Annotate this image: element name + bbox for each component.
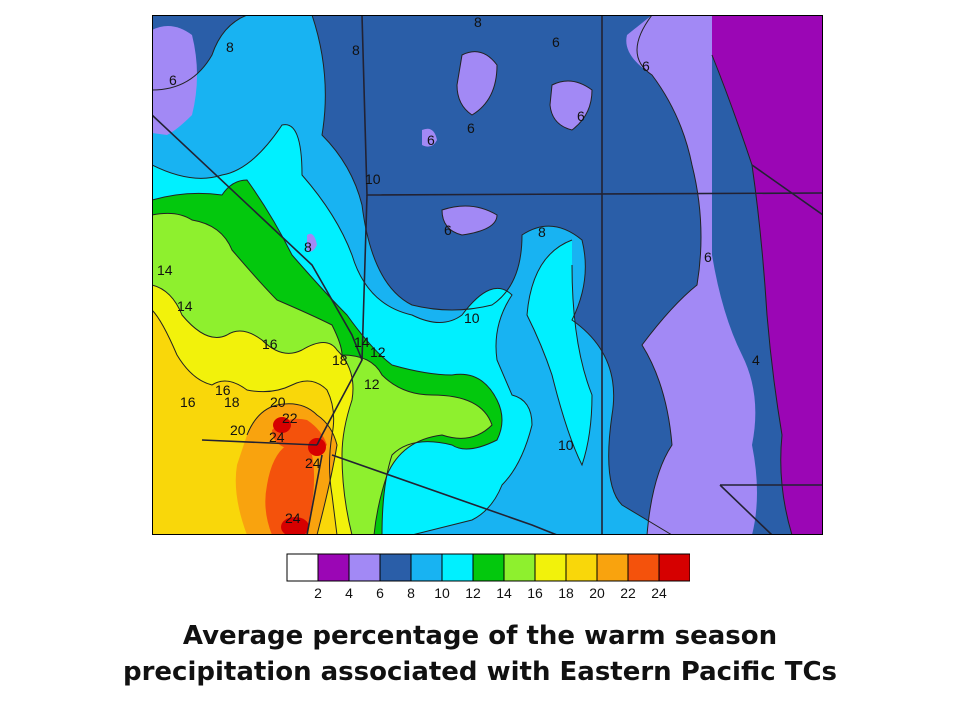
legend-swatch: [534, 553, 567, 582]
legend-swatch: [379, 553, 412, 582]
hotspot-24c: [281, 517, 309, 535]
contour-label: 20: [230, 422, 246, 438]
contour-label: 6: [444, 222, 452, 238]
contour-label: 16: [262, 336, 278, 352]
contour-region-4: [712, 15, 823, 535]
contour-labels: 8 8 6 6 8 6 6 6 6 10 6 8 8 6 14 14 10 16…: [157, 15, 760, 526]
legend-tick-label: 12: [465, 585, 481, 601]
legend-tick-label: 10: [434, 585, 450, 601]
legend-tick-label: 18: [558, 585, 574, 601]
contour-label: 6: [427, 132, 435, 148]
contour-label: 10: [365, 171, 381, 187]
legend-swatch: [286, 553, 319, 582]
legend-swatch: [410, 553, 443, 582]
legend-swatch: [348, 553, 381, 582]
contour-label: 10: [464, 310, 480, 326]
contour-label: 12: [370, 344, 386, 360]
hotspot-24b: [308, 438, 326, 456]
contour-label: 24: [305, 455, 321, 471]
contour-lines: [152, 15, 793, 535]
legend-swatch: [565, 553, 598, 582]
contour-label: 6: [642, 58, 650, 74]
contour-label: 22: [282, 410, 298, 426]
map-frame: [152, 15, 823, 535]
contour-label: 10: [558, 437, 574, 453]
contour-label: 24: [285, 510, 301, 526]
map-canvas: 8 8 6 6 8 6 6 6 6 10 6 8 8 6 14 14 10 16…: [152, 15, 823, 535]
legend-swatch: [503, 553, 536, 582]
color-legend: 2 4 6 8 10 12 14 16 18 20 22 24: [286, 553, 691, 603]
contour-label: 16: [180, 394, 196, 410]
legend-tick-label: 16: [527, 585, 543, 601]
legend-bar: 2 4 6 8 10 12 14 16 18 20 22 24: [286, 553, 691, 601]
legend-tick-label: 20: [589, 585, 605, 601]
contour-label: 18: [224, 394, 240, 410]
contour-label: 8: [538, 224, 546, 240]
contour-label: 12: [364, 376, 380, 392]
contour-label: 6: [467, 120, 475, 136]
contour-label: 8: [352, 42, 360, 58]
contour-label: 6: [552, 34, 560, 50]
contour-label: 4: [752, 352, 760, 368]
legend-swatch: [596, 553, 629, 582]
legend-swatch: [317, 553, 350, 582]
contour-region-6: [152, 15, 757, 535]
legend-swatch: [472, 553, 505, 582]
contour-label: 6: [704, 249, 712, 265]
legend-tick-label: 14: [496, 585, 512, 601]
legend-swatch: [658, 553, 691, 582]
contour-label: 14: [354, 334, 370, 350]
caption-line-2: precipitation associated with Eastern Pa…: [122, 657, 837, 687]
figure-caption: Average percentage of the warm season pr…: [0, 618, 960, 690]
contour-label: 6: [169, 72, 177, 88]
contour-label: 16: [215, 382, 231, 398]
contour-label: 14: [157, 262, 173, 278]
hotspot-24a: [273, 417, 291, 433]
contour-label: 24: [269, 429, 285, 445]
contour-label: 18: [332, 352, 348, 368]
contour-label: 8: [304, 239, 312, 255]
caption-line-1: Average percentage of the warm season: [182, 621, 778, 651]
legend-tick-label: 24: [651, 585, 667, 601]
legend-tick-label: 22: [620, 585, 636, 601]
precipitation-map: 8 8 6 6 8 6 6 6 6 10 6 8 8 6 14 14 10 16…: [152, 15, 823, 535]
contour-label: 14: [177, 298, 193, 314]
legend-swatch: [441, 553, 474, 582]
state-borders: [152, 15, 823, 535]
contour-label: 8: [226, 39, 234, 55]
legend-tick-label: 6: [376, 585, 384, 601]
legend-tick-label: 4: [345, 585, 353, 601]
legend-tick-label: 2: [314, 585, 322, 601]
legend-swatch: [627, 553, 660, 582]
contour-label: 20: [270, 394, 286, 410]
legend-tick-label: 8: [407, 585, 415, 601]
contour-label: 8: [474, 15, 482, 30]
contour-label: 6: [577, 108, 585, 124]
